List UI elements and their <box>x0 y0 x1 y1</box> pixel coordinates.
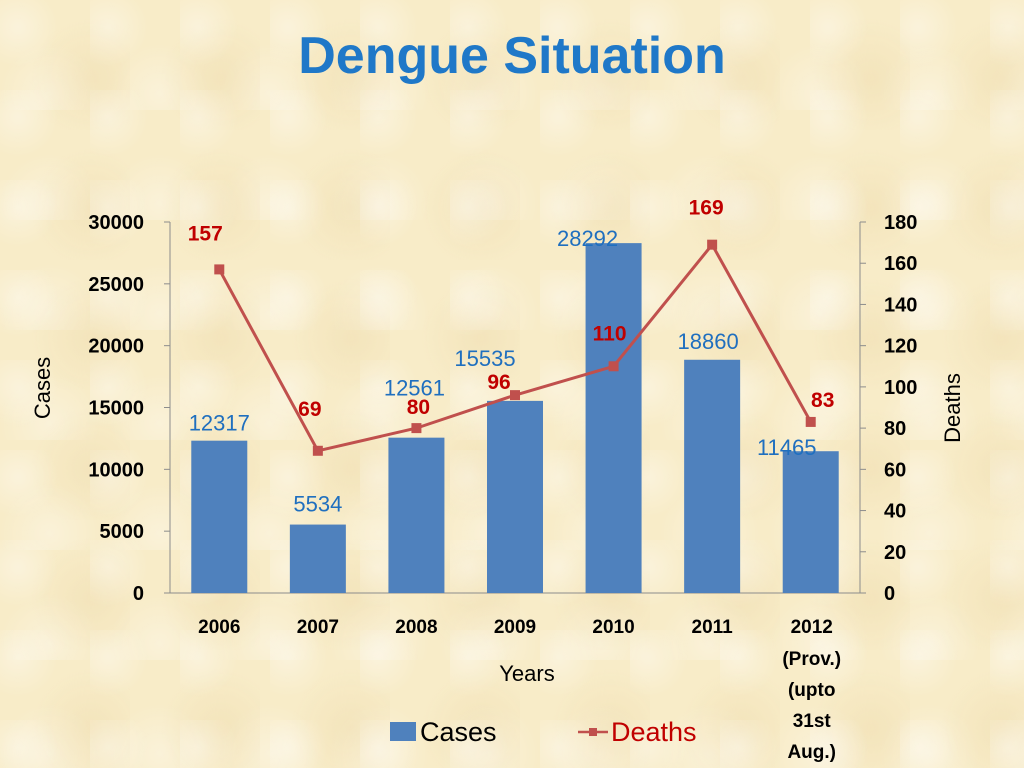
cases-value-label: 11465 <box>757 435 817 460</box>
x-tick-label: 2009 <box>494 617 536 638</box>
y-axis-title-cases: Cases <box>30 357 55 419</box>
cases-value-label: 12317 <box>189 411 250 436</box>
deaths-value-label: 110 <box>593 322 627 345</box>
legend-deaths-label: Deaths <box>611 717 697 747</box>
y-left-tick-label: 10000 <box>88 459 144 481</box>
x-axis-title-years: Years <box>499 661 554 686</box>
x-tick-label: 2008 <box>395 617 437 638</box>
legend-cases-swatch <box>390 722 416 741</box>
y-right-tick-label: 120 <box>884 336 917 358</box>
deaths-marker-2007 <box>312 445 323 456</box>
x-tick-label-extra: Aug.) <box>787 742 836 763</box>
bar-2006 <box>191 440 248 593</box>
x-tick-label: 2006 <box>198 617 240 638</box>
deaths-value-label: 157 <box>188 222 223 245</box>
chart-title: Dengue Situation <box>298 27 726 85</box>
deaths-value-label: 69 <box>298 398 321 421</box>
y-left-tick-label: 30000 <box>88 212 144 234</box>
bar-2007 <box>289 524 346 593</box>
bar-2010 <box>585 243 642 594</box>
y-right-tick-label: 0 <box>884 583 895 605</box>
x-tick-label-extra: (upto <box>788 680 835 701</box>
deaths-marker-2012 <box>805 416 816 427</box>
cases-value-label: 5534 <box>293 492 342 517</box>
deaths-marker-2011 <box>707 239 718 250</box>
x-tick-label-extra: 31st <box>793 711 832 732</box>
cases-value-label: 28292 <box>557 226 618 251</box>
deaths-value-label: 169 <box>689 197 724 220</box>
x-tick-label: 2007 <box>297 617 339 638</box>
deaths-value-label: 83 <box>811 389 834 412</box>
deaths-value-label: 80 <box>407 396 430 419</box>
deaths-marker-2010 <box>608 361 619 372</box>
y-axis-title-deaths: Deaths <box>940 373 965 443</box>
deaths-marker-2009 <box>510 390 520 401</box>
y-right-tick-label: 100 <box>884 377 917 399</box>
x-tick-label: 2011 <box>692 617 734 638</box>
y-right-tick-label: 140 <box>884 294 917 316</box>
legend-deaths-marker <box>589 728 597 736</box>
x-tick-label: 2012 <box>791 617 833 638</box>
x-tick-label: 2010 <box>592 617 634 638</box>
deaths-value-label: 96 <box>487 371 510 394</box>
bar-2011 <box>684 359 741 593</box>
bar-2012 <box>782 451 839 593</box>
y-right-tick-label: 60 <box>884 459 906 481</box>
bar-2009 <box>487 400 543 593</box>
y-left-tick-label: 0 <box>133 583 144 605</box>
y-left-tick-label: 25000 <box>88 274 144 296</box>
y-right-tick-label: 40 <box>884 501 906 523</box>
y-left-tick-label: 5000 <box>100 521 145 543</box>
data-labels: 12317 5534 12561 15535 28292 18860 11465 157 69 8… <box>188 197 835 517</box>
deaths-marker-2008 <box>411 423 422 434</box>
y-right-tick-label: 80 <box>884 418 906 440</box>
y-left-tick-label: 20000 <box>88 336 144 358</box>
y-right-tick-label: 160 <box>884 253 917 275</box>
y-left-tick-label: 15000 <box>88 398 144 420</box>
cases-value-label: 12561 <box>384 376 445 401</box>
cases-value-label: 18860 <box>678 329 739 354</box>
cases-bars <box>191 243 839 594</box>
deaths-line-group <box>214 239 816 456</box>
y-right-tick-label: 20 <box>884 542 906 564</box>
y-left-ticks: 0 5000 10000 15000 20000 25000 30000 <box>88 212 170 605</box>
x-category-labels: 2006 2007 2008 2009 2010 2011 2012 (Prov.) (upto… <box>198 617 841 763</box>
y-right-ticks: 0 20 40 60 80 100 120 140 160 180 <box>860 212 917 605</box>
x-tick-label-extra: (Prov.) <box>782 649 841 670</box>
bar-2008 <box>388 437 445 593</box>
legend-cases-label: Cases <box>420 717 497 747</box>
legend: Cases Deaths <box>390 717 697 747</box>
deaths-marker-2006 <box>214 264 225 275</box>
y-right-tick-label: 180 <box>884 212 917 234</box>
cases-value-label: 15535 <box>454 346 515 371</box>
